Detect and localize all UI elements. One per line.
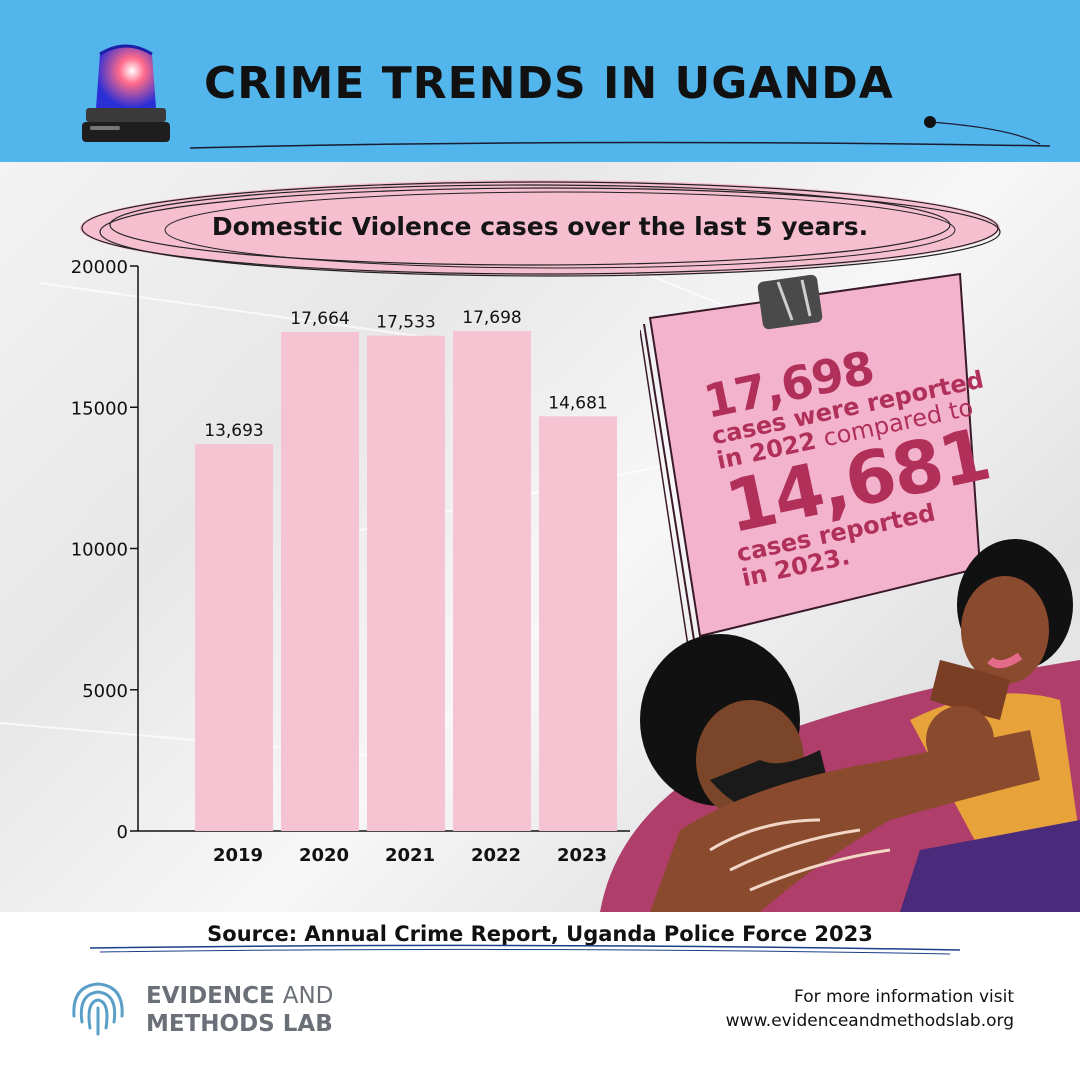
x-tick-label-2020: 2020 <box>299 845 349 866</box>
y-tick-label: 10000 <box>71 540 128 561</box>
more-info-label: For more information visit <box>794 987 1014 1007</box>
logo-word-and: AND <box>282 983 334 1009</box>
y-tick-label: 20000 <box>71 257 128 278</box>
data-label-2020: 17,664 <box>290 309 349 329</box>
bar-2020 <box>281 331 359 831</box>
y-tick-label: 0 <box>117 822 128 843</box>
logo-word-methods-lab: METHODS LAB <box>146 1011 333 1037</box>
page-title: CRIME TRENDS IN UGANDA <box>204 58 894 109</box>
website-link[interactable]: www.evidenceandmethodslab.org <box>725 1011 1014 1031</box>
data-label-2023: 14,681 <box>548 393 607 413</box>
header-bar: CRIME TRENDS IN UGANDA <box>0 0 1080 162</box>
domestic-violence-illustration <box>600 539 1080 912</box>
data-label-2022: 17,698 <box>462 308 521 328</box>
bar-2022 <box>453 331 531 831</box>
bar-2023 <box>539 416 617 831</box>
police-siren-icon <box>82 44 170 142</box>
bar-2019 <box>195 444 273 831</box>
y-tick-label: 5000 <box>82 681 128 702</box>
subtitle-banner <box>80 180 1001 277</box>
bar-2021 <box>367 335 445 831</box>
decorative-pen-line <box>190 116 1051 149</box>
y-tick-label: 15000 <box>71 398 128 419</box>
logo-word-evidence: EVIDENCE <box>146 983 275 1009</box>
x-tick-label-2023: 2023 <box>557 845 607 866</box>
source-underline <box>90 944 960 955</box>
more-info-block: For more information visit www.evidencea… <box>726 985 1014 1033</box>
chart-title: Domestic Violence cases over the last 5 … <box>211 212 869 241</box>
source-citation: Source: Annual Crime Report, Uganda Poli… <box>207 922 873 946</box>
data-label-2021: 17,533 <box>376 313 435 333</box>
data-label-2019: 13,693 <box>204 421 263 441</box>
callout-note-card <box>640 272 980 647</box>
x-tick-label-2019: 2019 <box>213 845 263 866</box>
x-tick-label-2021: 2021 <box>385 845 435 866</box>
organization-logo: EVIDENCE AND METHODS LAB <box>146 982 333 1038</box>
x-tick-label-2022: 2022 <box>471 845 521 866</box>
fingerprint-icon <box>72 982 124 1036</box>
